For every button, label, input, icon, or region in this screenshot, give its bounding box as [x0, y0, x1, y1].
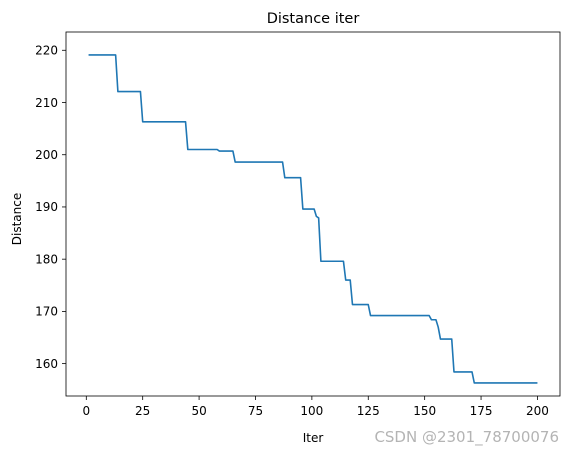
plot-area [65, 31, 561, 397]
watermark-text: CSDN @2301_78700076 [374, 428, 559, 447]
x-tick-label: 150 [413, 404, 436, 418]
chart-title: Distance iter [267, 11, 360, 27]
plot-background [66, 32, 560, 396]
x-tick-label: 25 [135, 404, 150, 418]
x-tick-label: 100 [300, 404, 323, 418]
y-tick-label: 210 [35, 96, 58, 110]
y-axis: 160 170 180 190 200 210 220 [35, 44, 66, 371]
y-tick-label: 160 [35, 357, 58, 371]
x-tick-label: 50 [191, 404, 206, 418]
y-tick-label: 170 [35, 305, 58, 319]
series-line-0 [88, 54, 538, 384]
x-tick-label: 200 [526, 404, 549, 418]
x-axis: 0 25 50 75 100 125 150 175 200 [82, 396, 549, 418]
y-tick-label: 220 [35, 44, 58, 58]
x-axis-label: Iter [303, 431, 324, 445]
x-tick-label: 0 [82, 404, 90, 418]
y-tick-label: 200 [35, 148, 58, 162]
y-axis-label: Distance [10, 193, 24, 245]
y-tick-label: 190 [35, 200, 58, 214]
x-tick-label: 75 [248, 404, 263, 418]
plot-frame [65, 31, 561, 397]
y-tick-label: 180 [35, 252, 58, 266]
x-tick-label: 175 [470, 404, 493, 418]
x-tick-label: 125 [357, 404, 380, 418]
